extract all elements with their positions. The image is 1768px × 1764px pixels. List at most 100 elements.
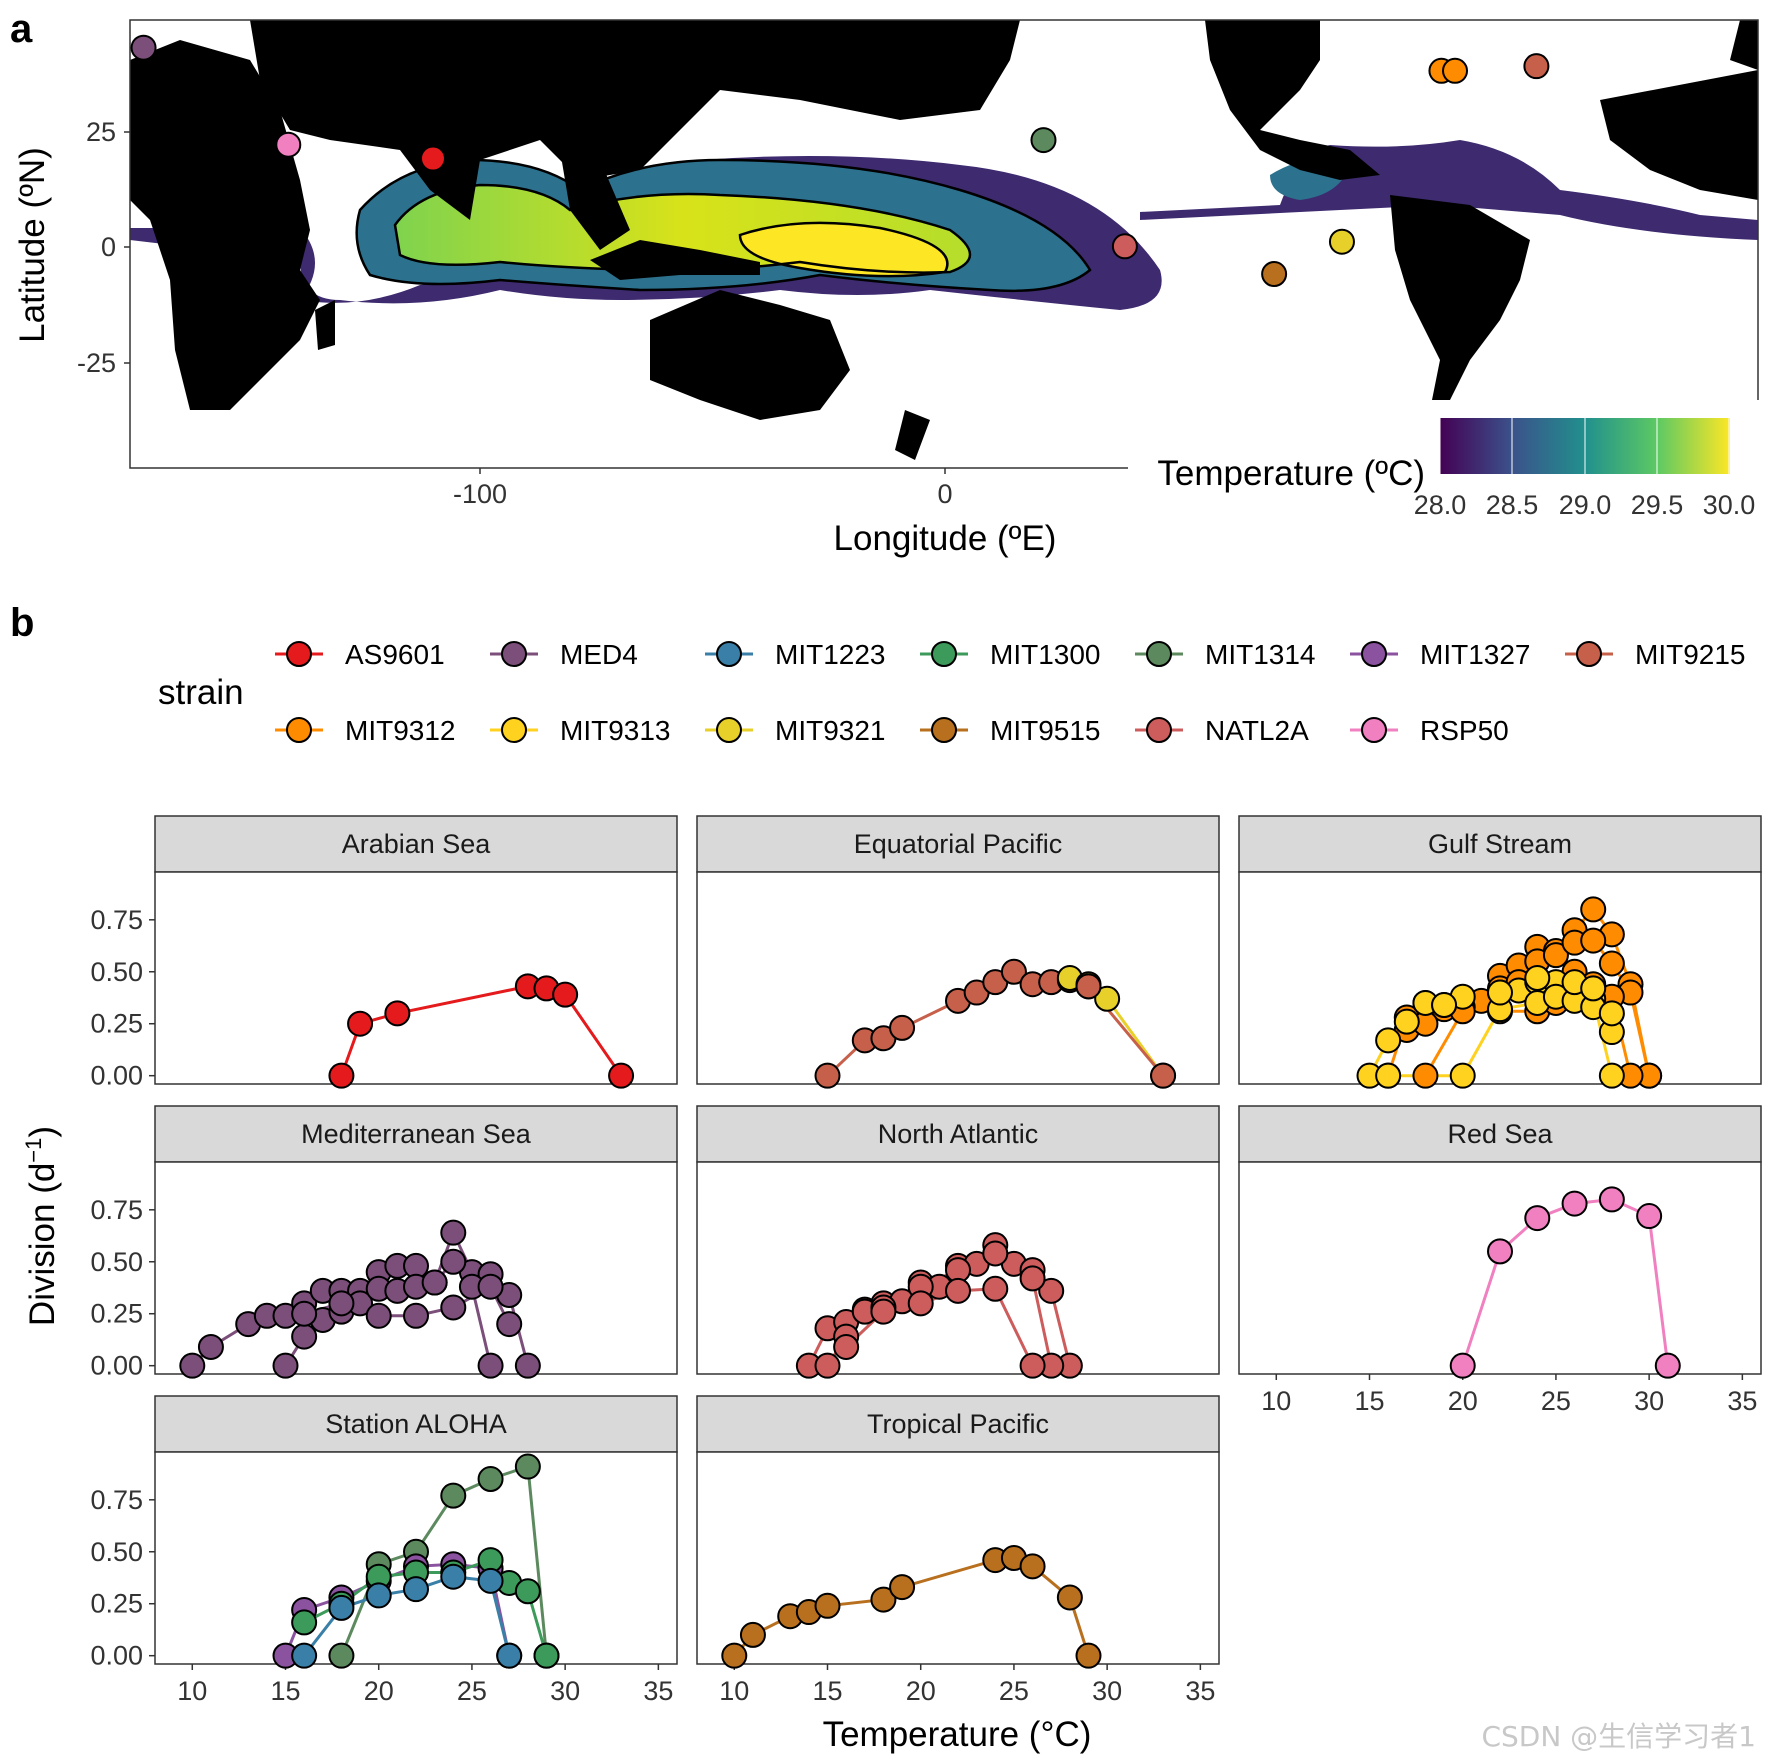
legend-label: NATL2A xyxy=(1205,715,1309,746)
map-x-tick-label: 0 xyxy=(937,479,952,509)
colorbar-ticks: 28.0 28.5 29.0 29.5 30.0 xyxy=(1414,418,1755,520)
data-point-MIT1223 xyxy=(440,1563,467,1590)
legend-label: MED4 xyxy=(560,639,638,670)
data-point-MIT9313 xyxy=(1580,975,1607,1002)
legend-label: MIT1314 xyxy=(1205,639,1316,670)
data-point-MED4 xyxy=(365,1302,392,1329)
map-x-axis: -100 0 xyxy=(453,468,953,509)
map-site-NATL2A xyxy=(1111,233,1138,260)
land-africa xyxy=(130,40,320,410)
legend-item-MIT9215: MIT9215 xyxy=(1565,639,1746,670)
data-point-MIT1300 xyxy=(514,1578,541,1605)
colorbar-tick-label: 29.5 xyxy=(1631,490,1684,520)
x-tick-label: 15 xyxy=(270,1676,300,1706)
land-madagascar xyxy=(315,300,335,350)
data-point-NATL2A xyxy=(833,1333,860,1360)
legend-item-MIT1223: MIT1223 xyxy=(705,639,886,670)
map-y-axis: 25 0 -25 xyxy=(77,117,130,378)
data-point-AS9601 xyxy=(552,981,579,1008)
data-point-MED4 xyxy=(179,1352,206,1379)
data-point-MIT9313 xyxy=(1487,979,1513,1006)
legend-key-point xyxy=(501,717,527,743)
x-tick-label: 25 xyxy=(457,1676,487,1706)
facet-title: Red Sea xyxy=(1447,1119,1553,1149)
watermark: CSDN @生信学习者1 xyxy=(1481,1720,1756,1753)
legend-item-NATL2A: NATL2A xyxy=(1135,715,1309,746)
map-frame xyxy=(129,19,1759,469)
x-tick-label: 20 xyxy=(906,1676,936,1706)
legend-key-point xyxy=(1576,641,1602,667)
legend-item-RSP50: RSP50 xyxy=(1350,715,1509,746)
facet-title: Gulf Stream xyxy=(1428,829,1572,859)
facet-title: Mediterranean Sea xyxy=(301,1119,532,1149)
data-point-MIT9515 xyxy=(1019,1553,1046,1580)
land-newzealand xyxy=(895,410,930,460)
panel-a-letter: a xyxy=(10,7,33,51)
x-tick-label: 25 xyxy=(1541,1386,1571,1416)
legend-key-point xyxy=(286,717,312,743)
legend-label: AS9601 xyxy=(345,639,445,670)
map-site-RSP50 xyxy=(275,131,302,158)
facet-tropical-pacific: Tropical Pacific 10 15 20 25 30 35 xyxy=(696,1395,1220,1706)
data-point-RSP50 xyxy=(1636,1203,1663,1230)
data-point-MED4 xyxy=(440,1248,467,1275)
x-tick-label: 30 xyxy=(1092,1676,1122,1706)
facet-strip xyxy=(696,1105,1220,1163)
facet-data xyxy=(721,1545,1102,1669)
data-point-MIT1314 xyxy=(440,1482,467,1509)
warm-pool-contour xyxy=(393,183,972,274)
data-point-MIT9515 xyxy=(739,1621,766,1648)
facet-north-atlantic: North Atlantic xyxy=(696,1105,1220,1379)
x-tick-label: 35 xyxy=(1727,1386,1757,1416)
data-point-MED4 xyxy=(272,1352,299,1379)
facet-data xyxy=(272,1453,560,1669)
facet-arabian-sea: Arabian Sea 0.00 0.25 0.50 0.75 xyxy=(90,815,678,1091)
y-tick-label: 0.50 xyxy=(90,1247,143,1277)
data-point-MED4 xyxy=(291,1323,318,1350)
map-site-AS9601 xyxy=(419,145,446,172)
legend-item-MIT9313: MIT9313 xyxy=(490,715,671,746)
data-point-RSP50 xyxy=(1598,1186,1625,1213)
facet-title: Station ALOHA xyxy=(325,1409,507,1439)
facet-plot-area xyxy=(696,1451,1220,1665)
x-tick-label: 20 xyxy=(364,1676,394,1706)
data-point-NATL2A xyxy=(945,1277,971,1304)
facet-grid: Arabian Sea 0.00 0.25 0.50 0.75 Equatorial Pa… xyxy=(90,815,1762,1706)
tropical-band-east xyxy=(1140,140,1758,240)
map-site-MIT9321 xyxy=(1328,228,1355,255)
y-tick-label: 0.25 xyxy=(90,1589,143,1619)
strain-legend: AS9601 MED4 MIT1223 MIT1300 MIT1314 MIT1327 MI… xyxy=(275,639,1746,746)
map-y-tick-label: -25 xyxy=(77,348,116,378)
legend-item-MIT9321: MIT9321 xyxy=(705,715,886,746)
data-point-MIT1223 xyxy=(477,1567,504,1594)
facet-red-sea: Red Sea 10 15 20 25 30 35 xyxy=(1238,1105,1762,1416)
data-point-MED4 xyxy=(477,1352,504,1379)
data-point-MED4 xyxy=(514,1352,541,1379)
x-tick-label: 20 xyxy=(1448,1386,1478,1416)
data-point-NATL2A xyxy=(1038,1277,1065,1304)
data-point-MED4 xyxy=(477,1273,504,1300)
legend-label: MIT9215 xyxy=(1635,639,1746,670)
map-site-MIT9215 xyxy=(1523,53,1550,80)
legend-label: RSP50 xyxy=(1420,715,1509,746)
legend-label: MIT9321 xyxy=(775,715,886,746)
data-point-AS9601 xyxy=(347,1010,374,1037)
colorbar-tick-label: 29.0 xyxy=(1559,490,1612,520)
legend-label: MIT1327 xyxy=(1420,639,1531,670)
data-point-MIT9515 xyxy=(870,1586,897,1613)
legend-key-point xyxy=(931,717,957,743)
facet-data xyxy=(1356,896,1663,1089)
facet-title: Equatorial Pacific xyxy=(854,829,1063,859)
legend-item-AS9601: AS9601 xyxy=(275,639,445,670)
y-tick-label: 0.00 xyxy=(90,1641,143,1671)
data-point-MIT9321 xyxy=(1094,985,1121,1012)
data-point-RSP50 xyxy=(1524,1205,1551,1232)
data-point-MIT9313 xyxy=(1431,992,1458,1019)
x-tick-label: 35 xyxy=(1185,1676,1215,1706)
data-point-NATL2A xyxy=(982,1240,1009,1267)
facet-plot-area xyxy=(1238,1161,1762,1375)
facet-x-axis-title: Temperature (°C) xyxy=(823,1715,1092,1754)
legend-label: MIT9312 xyxy=(345,715,456,746)
y-tick-label: 0.50 xyxy=(90,957,143,987)
